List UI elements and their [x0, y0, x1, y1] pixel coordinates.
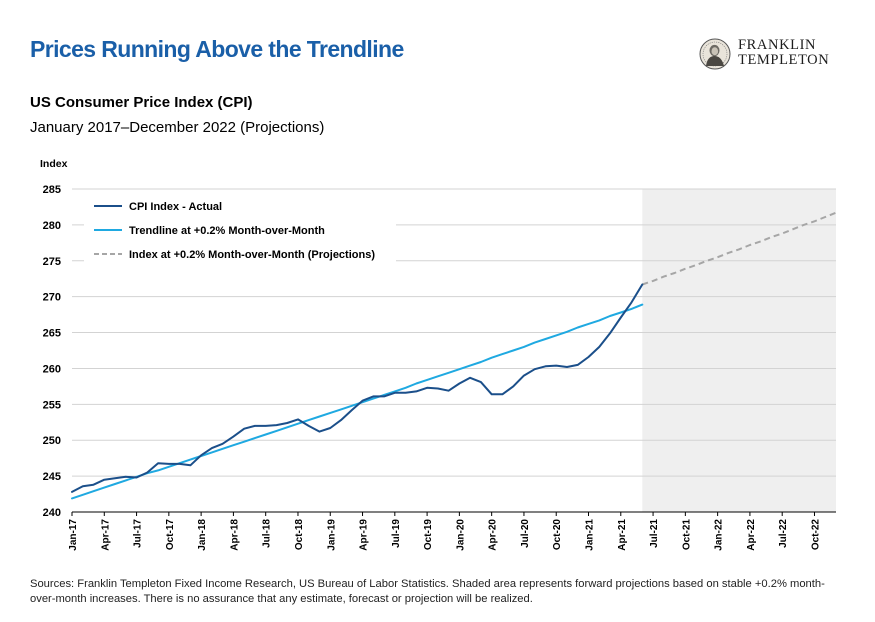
x-tick-label: Oct-19 [423, 519, 434, 551]
y-tick-label: 270 [43, 292, 61, 304]
y-tick-label: 265 [43, 328, 61, 340]
x-tick-label: Jan-22 [714, 519, 725, 551]
y-tick-label: 275 [43, 256, 61, 268]
franklin-portrait-icon [699, 38, 731, 70]
x-tick-label: Jan-18 [197, 519, 208, 551]
chart-subtitle: January 2017–December 2022 (Projections) [30, 119, 325, 136]
x-tick-label: Apr-19 [359, 519, 370, 551]
legend-box [84, 194, 396, 268]
y-tick-label: 255 [43, 399, 61, 411]
y-tick-label: 250 [43, 435, 61, 447]
legend-label-1: Trendline at +0.2% Month-over-Month [129, 225, 325, 237]
y-tick-label: 280 [43, 220, 61, 232]
chart-title: US Consumer Price Index (CPI) [30, 94, 253, 111]
sources-note: Sources: Franklin Templeton Fixed Income… [30, 578, 825, 605]
series-line-2 [641, 211, 837, 286]
x-tick-label: Apr-21 [617, 519, 628, 551]
x-tick-label: Jan-17 [68, 519, 79, 551]
x-tick-label: Apr-17 [100, 519, 111, 551]
x-tick-label: Jan-19 [326, 519, 337, 551]
x-tick-label: Jul-21 [649, 519, 660, 548]
x-tick-label: Apr-18 [229, 519, 240, 551]
x-tick-label: Oct-21 [681, 519, 692, 551]
page-headline: Prices Running Above the Trendline [30, 36, 404, 62]
x-tick-label: Apr-20 [488, 519, 499, 551]
y-tick-label: 260 [43, 363, 61, 375]
y-tick-label: 285 [43, 184, 61, 196]
x-tick-label: Jul-17 [133, 519, 144, 548]
y-axis-title: Index [40, 158, 68, 170]
franklin-templeton-logo: FRANKLIN TEMPLETON [698, 38, 848, 72]
series-line-0 [71, 283, 644, 493]
x-tick-label: Jul-22 [778, 519, 789, 548]
x-tick-label: Jan-21 [585, 519, 596, 551]
x-tick-label: Oct-18 [294, 519, 305, 551]
x-tick-label: Jul-19 [391, 519, 402, 548]
logo-text-templeton: TEMPLETON [738, 52, 830, 68]
y-tick-label: 245 [43, 471, 61, 483]
x-tick-label: Jul-18 [262, 519, 273, 548]
x-tick-label: Oct-22 [810, 519, 821, 551]
x-tick-label: Oct-20 [552, 519, 563, 551]
x-tick-label: Apr-22 [746, 519, 757, 551]
y-tick-label: 240 [43, 507, 61, 519]
x-tick-label: Jan-20 [455, 519, 466, 551]
cpi-line-chart: Index 240 245 250 255 260 265 270 275 280 285 Jan-1… [40, 158, 837, 551]
x-tick-label: Jul-20 [520, 519, 531, 548]
legend-label-2: Index at +0.2% Month-over-Month (Project… [129, 249, 375, 261]
x-tick-label: Oct-17 [165, 519, 176, 551]
projection-shaded-area [642, 189, 836, 512]
logo-text-franklin: FRANKLIN [738, 37, 817, 53]
legend-label-0: CPI Index - Actual [129, 201, 222, 213]
series-line-1 [71, 303, 644, 500]
